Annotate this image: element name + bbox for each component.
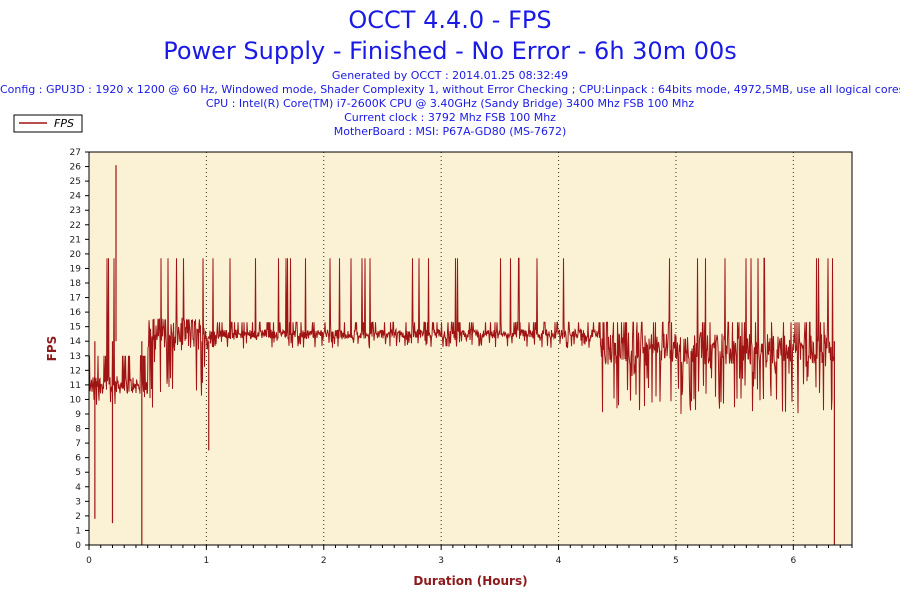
- y-tick-label: 27: [70, 148, 81, 158]
- axes: [88, 151, 853, 546]
- y-tick-label: 1: [75, 526, 81, 536]
- y-tick-label: 9: [75, 410, 81, 420]
- y-tick-label: 23: [70, 206, 81, 216]
- y-tick-label: 0: [75, 541, 81, 551]
- y-tick-label: 21: [70, 235, 81, 245]
- x-tick-label: 0: [86, 556, 92, 566]
- y-tick-label: 5: [75, 468, 81, 478]
- y-tick-label: 20: [70, 250, 82, 260]
- y-tick-label: 15: [70, 323, 81, 333]
- chart-subtitle: Power Supply - Finished - No Error - 6h …: [163, 37, 737, 65]
- y-tick-label: 3: [75, 497, 81, 507]
- x-tick-label: 5: [673, 556, 679, 566]
- y-tick-label: 26: [70, 163, 82, 173]
- legend-box: [13, 114, 83, 133]
- x-tick-label: 4: [556, 556, 562, 566]
- plot-frame: [88, 151, 853, 546]
- y-tick-label: 13: [70, 352, 81, 362]
- cpu-info: CPU : Intel(R) Core(TM) i7-2600K CPU @ 3…: [205, 97, 695, 110]
- series-fps: [88, 165, 835, 545]
- y-tick-label: 4: [75, 483, 81, 493]
- y-axis-title: FPS: [45, 336, 59, 362]
- y-tick-label: 19: [70, 264, 82, 274]
- y-tick-label: 25: [70, 177, 81, 187]
- y-tick-label: 24: [70, 192, 82, 202]
- plot-area: [89, 152, 852, 545]
- y-tick-label: 17: [70, 294, 81, 304]
- motherboard-info: MotherBoard : MSI: P67A-GD80 (MS-7672): [333, 125, 567, 138]
- chart-title: OCCT 4.4.0 - FPS: [348, 6, 552, 34]
- y-tick-label: 8: [75, 425, 81, 435]
- config-info: Config : GPU3D : 1920 x 1200 @ 60 Hz, Wi…: [0, 83, 900, 96]
- x-tick-label: 1: [204, 556, 210, 566]
- x-tick-label: 2: [321, 556, 327, 566]
- y-tick-label: 22: [70, 221, 81, 231]
- y-tick-label: 14: [70, 337, 82, 347]
- legend: FPS: [13, 114, 83, 133]
- y-tick-label: 12: [70, 366, 81, 376]
- clock-info: Current clock : 3792 Mhz FSB 100 Mhz: [344, 111, 556, 124]
- x-axis-title: Duration (Hours): [413, 574, 527, 588]
- y-tick-label: 7: [75, 439, 81, 449]
- generated-info: Generated by OCCT : 2014.01.25 08:32:49: [331, 69, 569, 82]
- ticks: 0123456789101112131415161718192021222324…: [70, 148, 853, 566]
- legend-entry-fps: FPS: [54, 117, 74, 130]
- y-tick-label: 2: [75, 512, 81, 522]
- series-line-fps: [88, 257, 835, 414]
- x-tick-label: 6: [790, 556, 796, 566]
- y-tick-label: 6: [75, 454, 81, 464]
- y-tick-label: 18: [70, 279, 82, 289]
- y-tick-label: 16: [70, 308, 82, 318]
- y-tick-label: 10: [70, 395, 82, 405]
- x-tick-label: 3: [438, 556, 444, 566]
- y-tick-label: 11: [70, 381, 81, 391]
